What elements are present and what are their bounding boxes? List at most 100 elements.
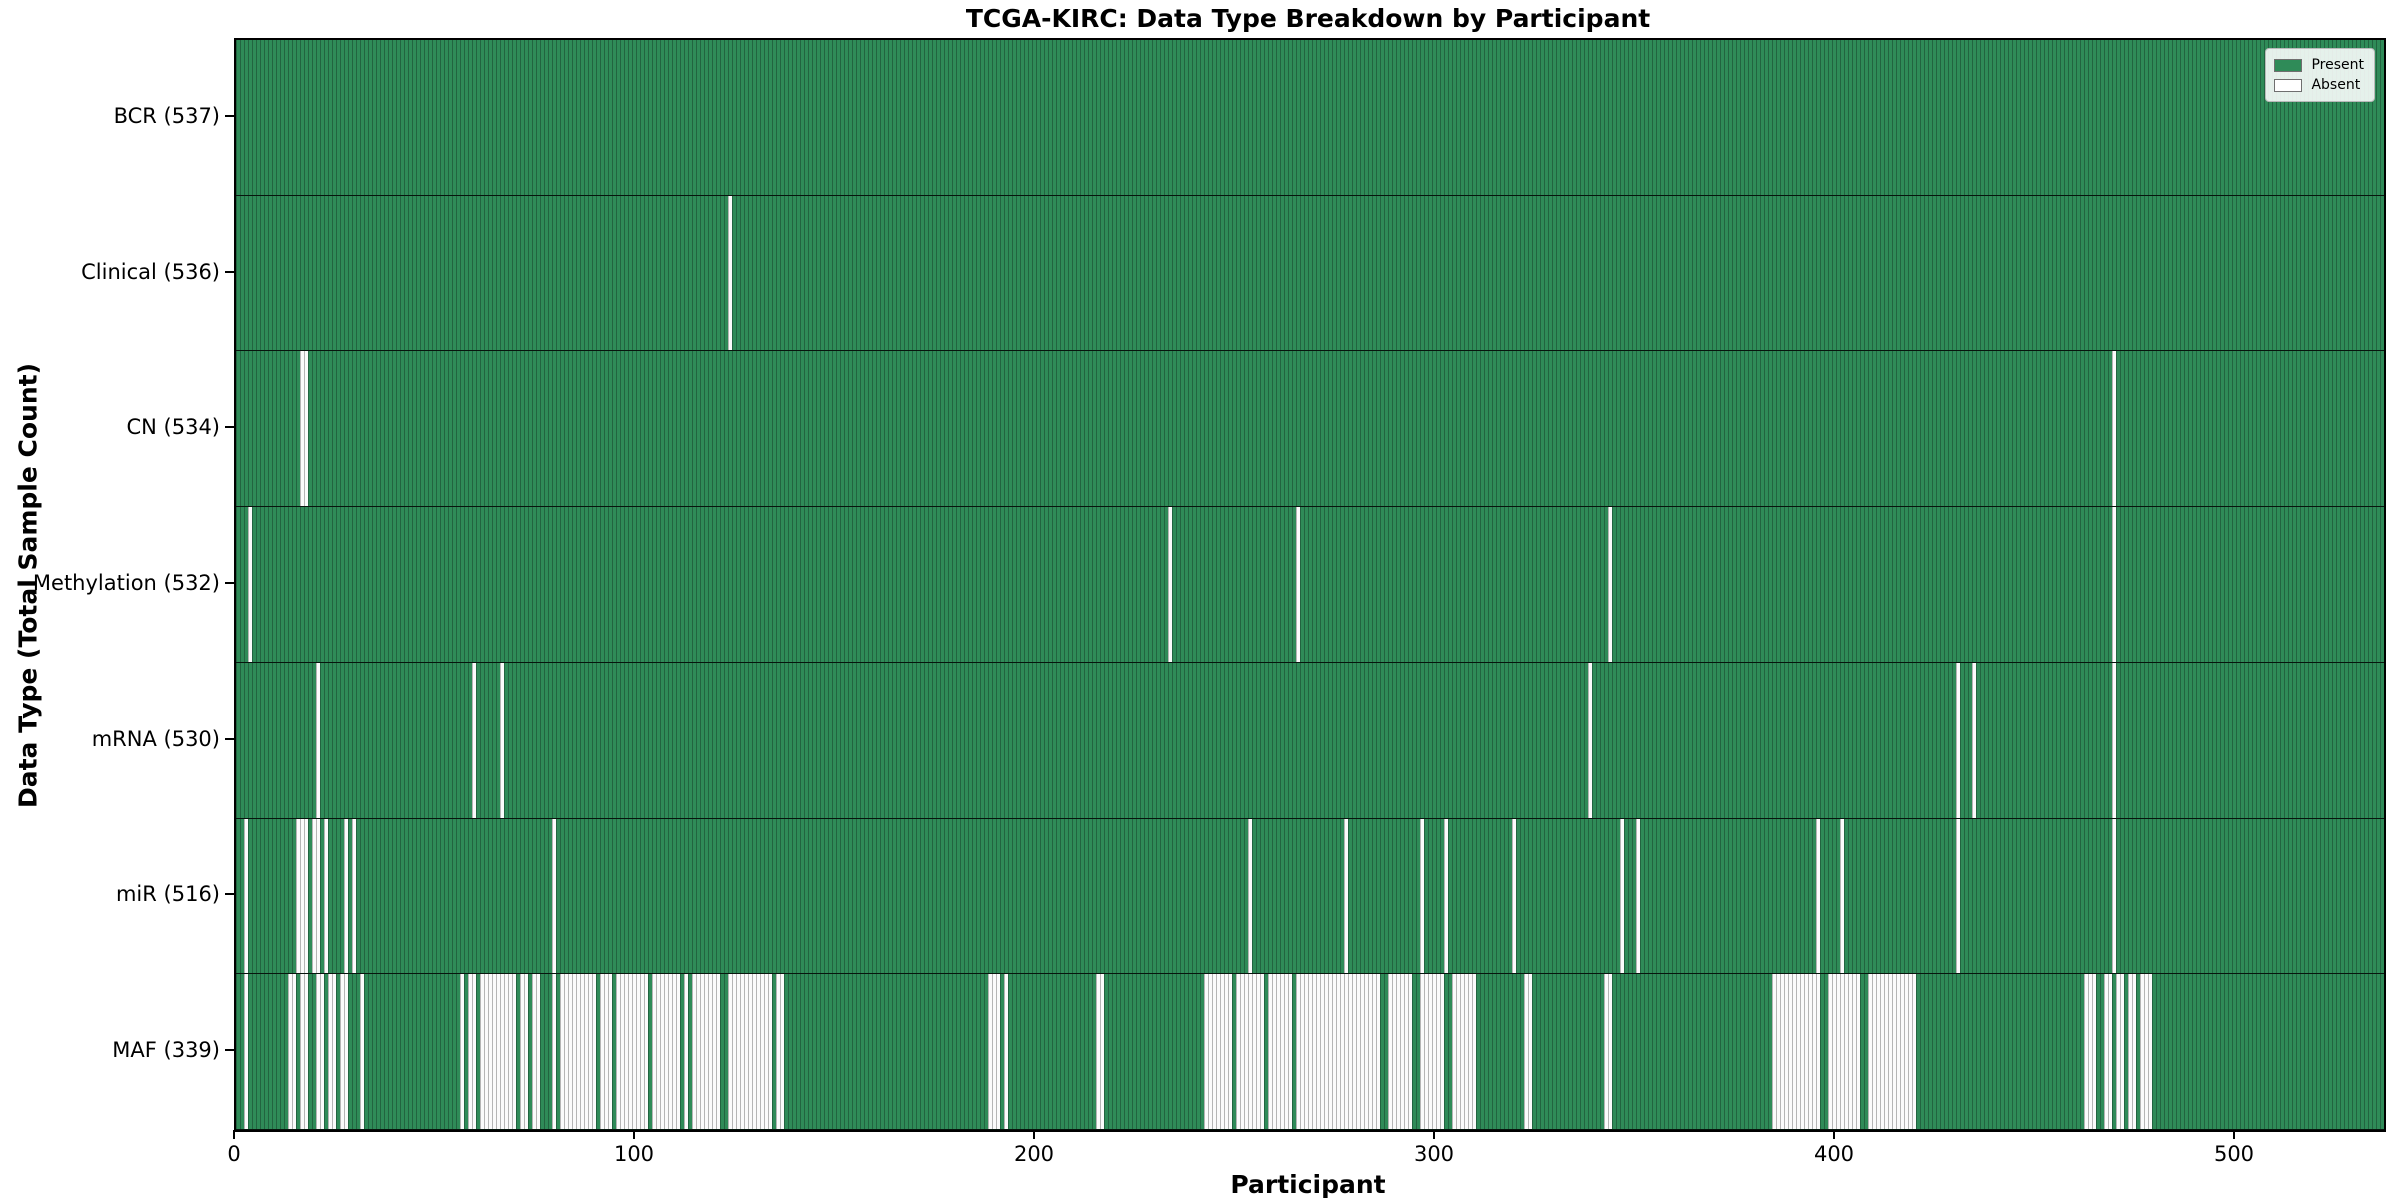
y-tick-mark [225, 114, 234, 117]
heatmap-row-Clinical [236, 195, 2384, 352]
absent-stripe-MAF [328, 974, 336, 1129]
y-tick-label-MAF: MAF (339) [112, 1038, 220, 1063]
absent-stripe-MAF [988, 974, 1000, 1129]
absent-stripe-Methylation [1296, 507, 1300, 662]
absent-stripe-MAF [2104, 974, 2112, 1129]
absent-stripe-miR [1344, 818, 1348, 974]
absent-stripe-MAF [244, 974, 248, 1129]
bar-edge-texture [236, 351, 2384, 507]
x-tick-mark [233, 1130, 235, 1139]
y-tick-label-BCR: BCR (537) [113, 103, 220, 128]
absent-stripe-MAF [2140, 974, 2152, 1129]
absent-stripe-miR [324, 818, 328, 974]
absent-stripe-miR [1620, 818, 1624, 974]
y-tick-label-CN: CN (534) [126, 415, 220, 440]
legend-swatch-present [2274, 58, 2303, 72]
absent-stripe-MAF [460, 974, 464, 1129]
absent-stripe-MAF [1296, 974, 1380, 1129]
absent-stripe-MAF [532, 974, 540, 1129]
x-tick-mark [633, 1130, 635, 1139]
absent-stripe-miR [352, 818, 356, 974]
absent-stripe-MAF [1604, 974, 1612, 1129]
legend-label-absent: Absent [2311, 77, 2361, 93]
y-tick-mark [225, 582, 234, 584]
absent-stripe-MAF [520, 974, 528, 1129]
absent-stripe-mRNA [1972, 662, 1976, 818]
absent-stripe-miR [1420, 818, 1424, 974]
absent-stripe-miR [244, 818, 248, 974]
absent-stripe-miR [1444, 818, 1448, 974]
absent-stripe-miR [1636, 818, 1640, 974]
absent-stripe-CN [300, 351, 308, 507]
x-tick-label: 400 [1813, 1142, 1855, 1166]
absent-stripe-MAF [728, 974, 772, 1129]
x-tick-mark [1833, 1130, 1835, 1139]
legend-item-present: Present [2274, 55, 2364, 75]
legend-item-absent: Absent [2274, 75, 2364, 95]
y-tick-label-Methylation: Methylation (532) [32, 571, 220, 595]
absent-stripe-MAF [652, 974, 680, 1129]
absent-stripe-Methylation [248, 507, 252, 662]
x-tick-label: 300 [1413, 1142, 1455, 1166]
y-tick-mark [225, 737, 234, 740]
absent-stripe-mRNA [1588, 662, 1592, 818]
absent-stripe-miR [1956, 818, 1960, 974]
absent-stripe-MAF [776, 974, 784, 1129]
bar-edge-texture [236, 818, 2384, 974]
bar-edge-texture [236, 662, 2384, 818]
absent-stripe-MAF [1828, 974, 1860, 1129]
heatmap-row-CN [236, 351, 2384, 508]
x-tick-mark [1033, 1130, 1035, 1139]
absent-stripe-MAF [316, 974, 324, 1129]
heatmap-row-mRNA [236, 662, 2384, 819]
y-tick-mark [225, 1049, 234, 1052]
absent-stripe-miR [1512, 818, 1516, 974]
x-axis-label: Participant [1230, 1170, 1386, 1199]
heatmap-row-miR [236, 818, 2384, 975]
x-tick-label: 0 [227, 1142, 241, 1166]
heatmap-row-MAF [236, 974, 2384, 1130]
absent-stripe-MAF [300, 974, 308, 1129]
absent-stripe-MAF [1524, 974, 1532, 1129]
absent-stripe-MAF [1772, 974, 1820, 1129]
x-tick-label: 100 [613, 1142, 655, 1166]
absent-stripe-MAF [1236, 974, 1264, 1129]
absent-stripe-mRNA [500, 662, 504, 818]
absent-stripe-MAF [360, 974, 364, 1129]
absent-stripe-Methylation [1168, 507, 1172, 662]
absent-stripe-MAF [1388, 974, 1412, 1129]
absent-stripe-MAF [1004, 974, 1008, 1129]
absent-stripe-MAF [468, 974, 476, 1129]
absent-stripe-MAF [480, 974, 516, 1129]
legend-label-present: Present [2311, 57, 2364, 73]
absent-stripe-MAF [2128, 974, 2136, 1129]
chart-title: TCGA-KIRC: Data Type Breakdown by Partic… [965, 4, 1651, 33]
heatmap-row-BCR [236, 40, 2384, 196]
absent-stripe-MAF [560, 974, 596, 1129]
y-tick-mark [225, 426, 234, 429]
absent-stripe-miR [552, 818, 556, 974]
absent-stripe-MAF [692, 974, 720, 1129]
y-tick-mark [225, 270, 234, 273]
x-tick-mark [1433, 1130, 1435, 1139]
absent-stripe-MAF [1268, 974, 1292, 1129]
legend-swatch-absent [2274, 78, 2303, 92]
absent-stripe-Clinical [728, 195, 732, 351]
absent-stripe-mRNA [2112, 662, 2116, 818]
absent-stripe-MAF [1452, 974, 1476, 1129]
absent-stripe-miR [312, 818, 320, 974]
absent-stripe-MAF [616, 974, 648, 1129]
legend: Present Absent [2265, 48, 2375, 102]
y-tick-mark [225, 893, 234, 896]
absent-stripe-miR [296, 818, 308, 974]
absent-stripe-mRNA [316, 662, 320, 818]
x-tick-label: 500 [2213, 1142, 2255, 1166]
absent-stripe-MAF [288, 974, 296, 1129]
absent-stripe-MAF [684, 974, 688, 1129]
absent-stripe-MAF [1096, 974, 1104, 1129]
absent-stripe-MAF [552, 974, 556, 1129]
absent-stripe-miR [344, 818, 348, 974]
y-tick-label-Clinical: Clinical (536) [81, 259, 220, 284]
x-tick-label: 200 [1013, 1142, 1055, 1166]
absent-stripe-MAF [1420, 974, 1444, 1129]
